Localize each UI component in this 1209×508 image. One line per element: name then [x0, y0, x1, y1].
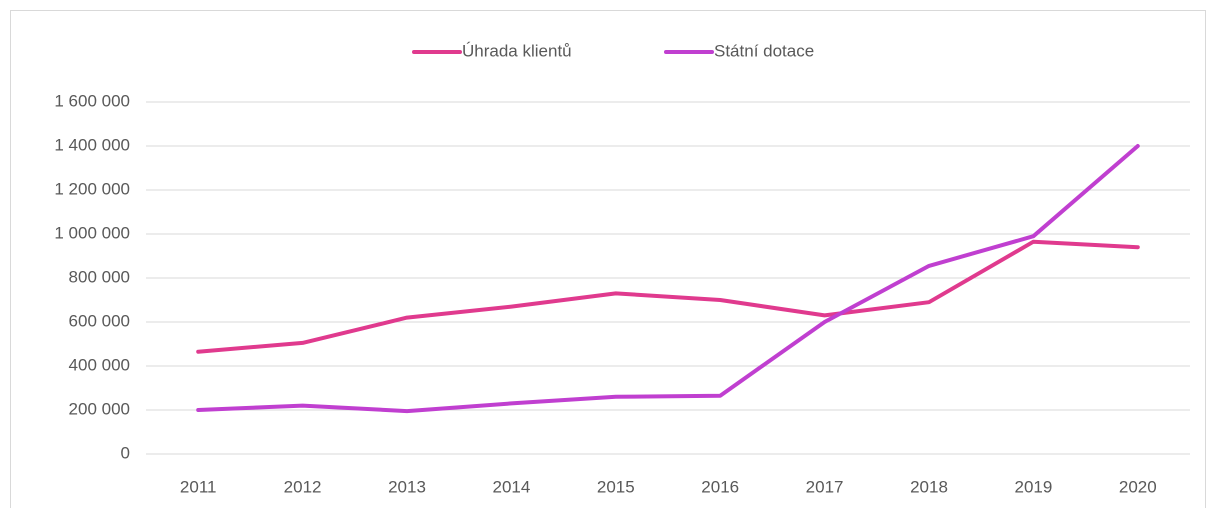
x-tick-label: 2012 — [284, 477, 322, 496]
x-tick-label: 2016 — [701, 477, 739, 496]
x-tick-label: 2013 — [388, 477, 426, 496]
y-tick-label: 600 000 — [69, 311, 130, 330]
x-tick-label: 2014 — [492, 477, 530, 496]
y-tick-label: 1 400 000 — [54, 135, 130, 154]
y-tick-label: 200 000 — [69, 399, 130, 418]
y-tick-label: 1 200 000 — [54, 179, 130, 198]
series-line — [196, 239, 1140, 354]
x-tick-label: 2011 — [180, 477, 217, 496]
legend-label: Úhrada klientů — [462, 41, 572, 60]
x-tick-label: 2017 — [806, 477, 844, 496]
y-tick-label: 0 — [121, 443, 130, 462]
y-tick-label: 1 600 000 — [54, 91, 130, 110]
x-tick-label: 2015 — [597, 477, 635, 496]
x-tick-label: 2020 — [1119, 477, 1157, 496]
y-tick-label: 400 000 — [69, 355, 130, 374]
series-line — [196, 144, 1140, 414]
x-tick-label: 2018 — [910, 477, 948, 496]
legend-label: Státní dotace — [714, 41, 814, 60]
x-tick-label: 2019 — [1014, 477, 1052, 496]
y-tick-label: 800 000 — [69, 267, 130, 286]
y-tick-label: 1 000 000 — [54, 223, 130, 242]
chart-border — [10, 10, 1206, 508]
